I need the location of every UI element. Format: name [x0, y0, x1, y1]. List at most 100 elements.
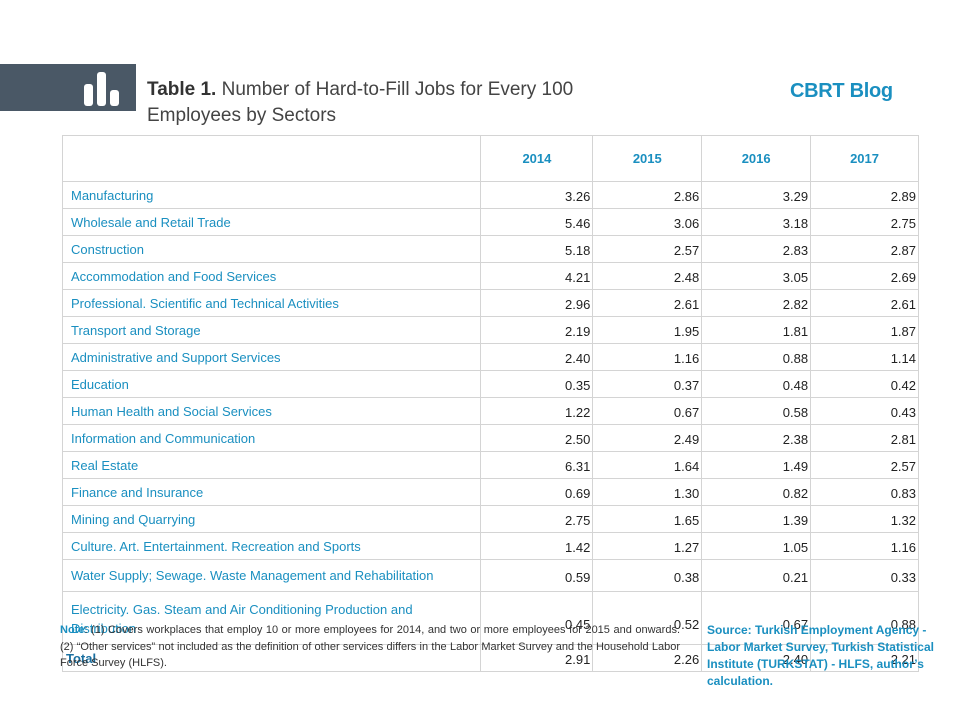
- value-cell: 2.21: [810, 644, 919, 672]
- value-cell: 2.75: [810, 208, 919, 236]
- logo-bar: [0, 64, 136, 111]
- value-cell: 1.49: [701, 451, 812, 479]
- footnote: Note: (1) Covers workplaces that employ …: [60, 622, 680, 672]
- sector-label: Electricity. Gas. Steam and Air Conditio…: [61, 591, 482, 645]
- value-cell: 2.40: [701, 644, 812, 672]
- title-text: Number of Hard-to-Fill Jobs for Every 10…: [147, 79, 574, 126]
- sector-label: Finance and Insurance: [61, 478, 482, 506]
- sector-label: Human Health and Social Services: [61, 397, 482, 425]
- value-cell: 0.42: [810, 370, 919, 398]
- table-row: Construction 5.18 2.57 2.83 2.87: [61, 235, 919, 263]
- value-cell: 0.58: [701, 397, 812, 425]
- value-cell: 0.69: [480, 478, 594, 506]
- table-row: Administrative and Support Services 2.40 1…: [61, 343, 919, 371]
- value-cell: 2.50: [480, 424, 594, 452]
- sector-label: Total: [61, 644, 482, 672]
- value-cell: 0.67: [701, 591, 812, 645]
- value-cell: 0.45: [480, 591, 594, 645]
- value-cell: 1.16: [810, 532, 919, 560]
- value-cell: 2.49: [592, 424, 703, 452]
- column-header: 2016: [701, 135, 812, 182]
- value-cell: 2.57: [810, 451, 919, 479]
- value-cell: 0.88: [810, 591, 919, 645]
- value-cell: 0.88: [701, 343, 812, 371]
- table-row: Wholesale and Retail Trade 5.46 3.06 3.18 2.…: [61, 208, 919, 236]
- value-cell: 4.21: [480, 262, 594, 290]
- table-row: Manufacturing 3.26 2.86 3.29 2.89: [61, 181, 919, 209]
- source-text: Turkish Employment Agency - Labor Market…: [707, 623, 934, 688]
- value-cell: 2.26: [592, 644, 703, 672]
- value-cell: 1.42: [480, 532, 594, 560]
- value-cell: 0.83: [810, 478, 919, 506]
- value-cell: 1.39: [701, 505, 812, 533]
- table-row: Culture. Art. Entertainment. Recreation …: [61, 532, 919, 560]
- value-cell: 0.67: [592, 397, 703, 425]
- value-cell: 3.05: [701, 262, 812, 290]
- source-label: Source:: [707, 623, 752, 637]
- value-cell: 1.30: [592, 478, 703, 506]
- value-cell: 0.48: [701, 370, 812, 398]
- column-header: [61, 135, 482, 182]
- sector-label: Education: [61, 370, 482, 398]
- value-cell: 3.18: [701, 208, 812, 236]
- brand-label: CBRT Blog: [790, 80, 893, 102]
- table-row: Electricity. Gas. Steam and Air Conditio…: [61, 591, 919, 645]
- value-cell: 0.82: [701, 478, 812, 506]
- value-cell: 2.89: [810, 181, 919, 209]
- value-cell: 2.96: [480, 289, 594, 317]
- value-cell: 3.29: [701, 181, 812, 209]
- sector-label: Transport and Storage: [61, 316, 482, 344]
- value-cell: 2.75: [480, 505, 594, 533]
- page-title: Table 1. Number of Hard-to-Fill Jobs for…: [147, 77, 667, 129]
- value-cell: 2.61: [592, 289, 703, 317]
- note-label: Note: [60, 624, 85, 636]
- sector-label: Culture. Art. Entertainment. Recreation …: [61, 532, 482, 560]
- sector-label: Mining and Quarrying: [61, 505, 482, 533]
- value-cell: 1.05: [701, 532, 812, 560]
- table-row: Human Health and Social Services 1.22 0.67…: [61, 397, 919, 425]
- value-cell: 2.57: [592, 235, 703, 263]
- value-cell: 2.86: [592, 181, 703, 209]
- value-cell: 2.91: [480, 644, 594, 672]
- value-cell: 5.18: [480, 235, 594, 263]
- value-cell: 2.82: [701, 289, 812, 317]
- value-cell: 6.31: [480, 451, 594, 479]
- value-cell: 1.64: [592, 451, 703, 479]
- value-cell: 1.14: [810, 343, 919, 371]
- value-cell: 0.43: [810, 397, 919, 425]
- value-cell: 2.83: [701, 235, 812, 263]
- value-cell: 2.87: [810, 235, 919, 263]
- value-cell: 1.27: [592, 532, 703, 560]
- source-note: Source: Turkish Employment Agency - Labo…: [707, 622, 942, 690]
- table-row: Transport and Storage 2.19 1.95 1.81 1.87: [61, 316, 919, 344]
- column-header: 2014: [480, 135, 594, 182]
- note-text: : (1) Covers workplaces that employ 10 o…: [60, 624, 680, 669]
- bar-chart-icon: [84, 72, 119, 106]
- value-cell: 1.22: [480, 397, 594, 425]
- value-cell: 2.19: [480, 316, 594, 344]
- value-cell: 2.69: [810, 262, 919, 290]
- sector-label: Water Supply; Sewage. Waste Management a…: [61, 559, 482, 592]
- sector-label: Manufacturing: [61, 181, 482, 209]
- value-cell: 1.81: [701, 316, 812, 344]
- value-cell: 2.61: [810, 289, 919, 317]
- value-cell: 0.38: [592, 559, 703, 592]
- table-row: Water Supply; Sewage. Waste Management a…: [61, 559, 919, 592]
- value-cell: 2.81: [810, 424, 919, 452]
- value-cell: 0.21: [701, 559, 812, 592]
- value-cell: 1.65: [592, 505, 703, 533]
- value-cell: 1.16: [592, 343, 703, 371]
- value-cell: 0.33: [810, 559, 919, 592]
- value-cell: 1.87: [810, 316, 919, 344]
- table-row: Finance and Insurance 0.69 1.30 0.82 0.83: [61, 478, 919, 506]
- sector-label: Administrative and Support Services: [61, 343, 482, 371]
- sector-label: Wholesale and Retail Trade: [61, 208, 482, 236]
- table-header-row: 2014 2015 2016 2017: [61, 135, 919, 182]
- sector-label: Accommodation and Food Services: [61, 262, 482, 290]
- column-header: 2017: [810, 135, 919, 182]
- value-cell: 2.40: [480, 343, 594, 371]
- title-prefix: Table 1.: [147, 79, 217, 100]
- sector-label: Professional. Scientific and Technical A…: [61, 289, 482, 317]
- sector-label: Construction: [61, 235, 482, 263]
- value-cell: 1.95: [592, 316, 703, 344]
